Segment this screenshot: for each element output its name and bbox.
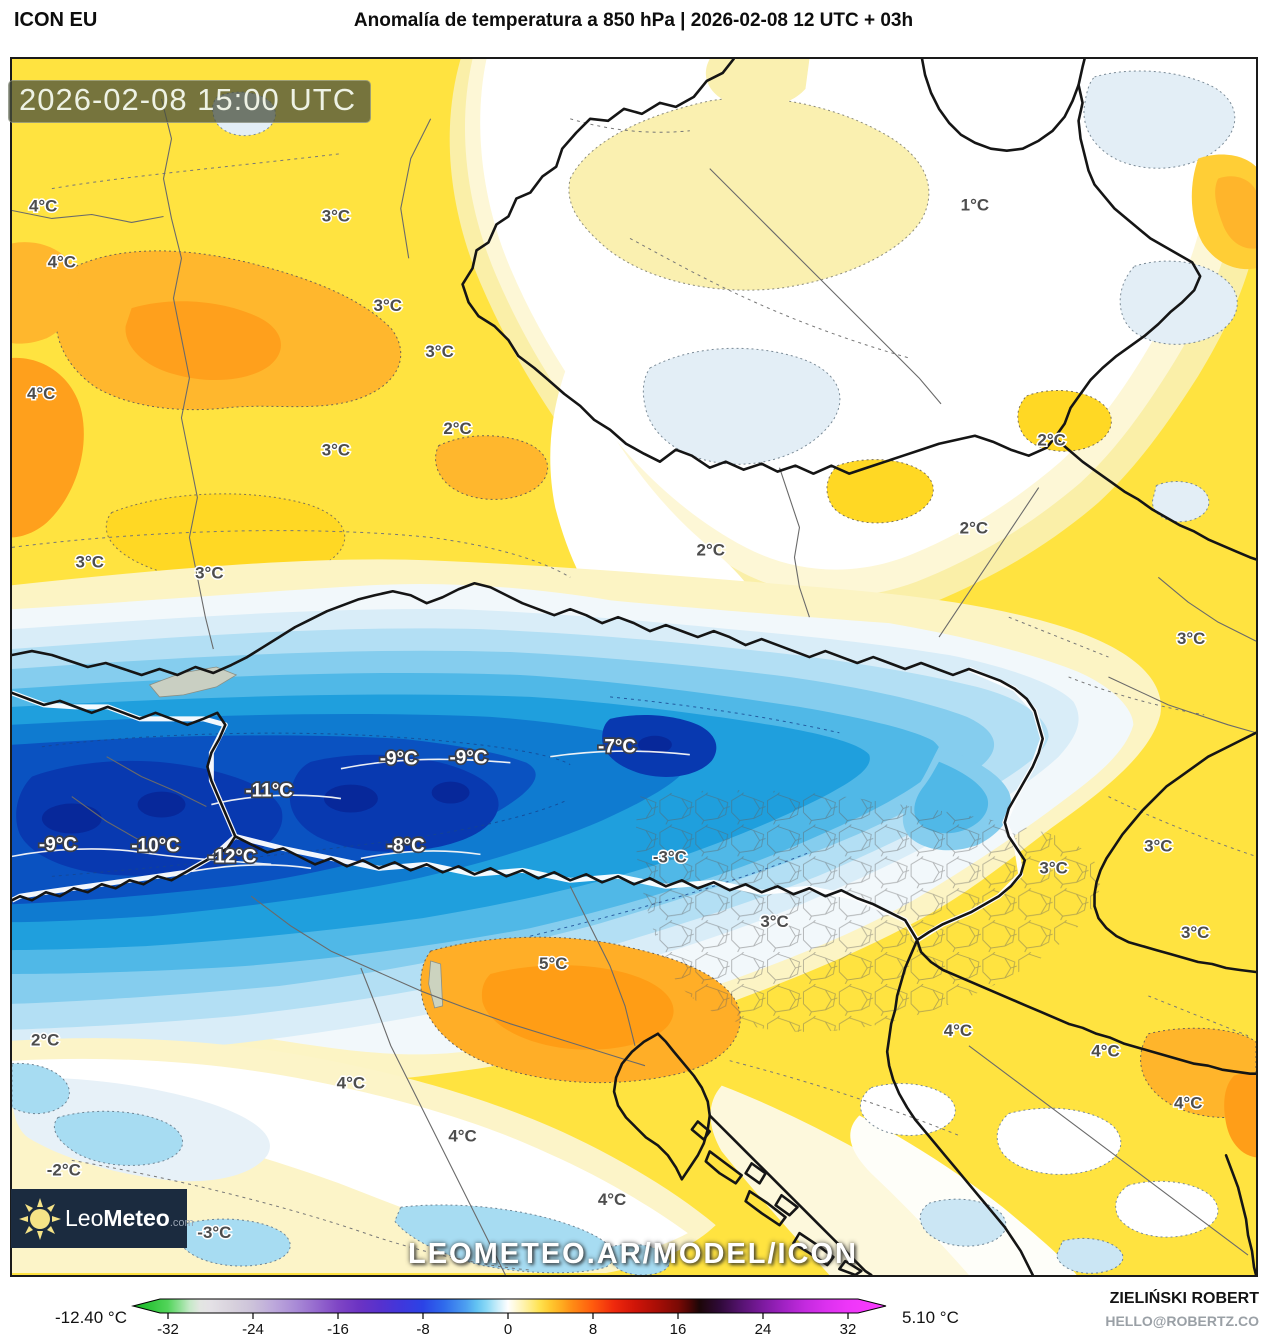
temperature-label: 3°C <box>1144 836 1172 855</box>
temperature-label: 2°C <box>1037 431 1065 450</box>
temperature-label: 2°C <box>443 419 471 438</box>
temperature-label: 2°C <box>697 540 725 559</box>
temperature-label: -9°C <box>450 748 488 769</box>
legend-tick-label: -16 <box>327 1321 349 1338</box>
legend-tick-label: -24 <box>242 1321 264 1338</box>
cold-contour-lines <box>12 750 690 873</box>
legend-tick-label: 24 <box>755 1321 772 1338</box>
temperature-label: 3°C <box>1177 629 1205 648</box>
temperature-label: -2°C <box>47 1160 81 1179</box>
municipality-mesh <box>635 790 1101 1032</box>
temperature-label: 3°C <box>425 342 453 361</box>
temperature-label: -7°C <box>598 737 636 758</box>
temperature-label: 1°C <box>961 196 989 215</box>
legend-max-value: 5.10 °C <box>902 1308 959 1327</box>
site-watermark: LEOMETEO.AR/MODEL/ICON <box>408 1238 858 1270</box>
legend-ticks: -32 -24 -16 -8 0 8 16 24 32 <box>157 1313 856 1338</box>
temperature-label: 4°C <box>29 196 57 215</box>
lakes <box>148 666 444 1009</box>
temperature-label: -11°C <box>245 781 293 802</box>
temperature-label: 3°C <box>760 912 788 931</box>
temperature-label: 2°C <box>31 1031 59 1050</box>
temperature-label: 4°C <box>944 1021 972 1040</box>
country-borders <box>12 59 1256 1275</box>
temperature-label: 3°C <box>322 441 350 460</box>
temperature-label: 4°C <box>1091 1042 1119 1061</box>
temperature-label: -3°C <box>197 1223 231 1242</box>
region-borders <box>12 98 1256 1275</box>
map-temperature-labels: 4°C 3°C 4°C 3°C 3°C 4°C 2°C 3°C 1°C 2°C 3°C 3°C 2°C 2… <box>25 194 1210 1244</box>
warm-anomaly-patches <box>12 242 549 538</box>
logo-text-light: Leo <box>65 1205 104 1231</box>
temperature-label: 3°C <box>1039 858 1067 877</box>
temperature-label: 4°C <box>48 252 76 271</box>
model-name: ICON EU <box>14 9 98 31</box>
timestamp-overlay: 2026-02-08 15:00 UTC <box>8 80 372 123</box>
temperature-label: 3°C <box>1181 923 1209 942</box>
temperature-label: 4°C <box>1174 1094 1202 1113</box>
legend-colorbar: -32 -24 -16 -8 0 8 16 24 32 <box>131 1298 887 1338</box>
temperature-label: 3°C <box>374 296 402 315</box>
legend-tick-label: 0 <box>504 1321 512 1338</box>
legend-tick-label: 32 <box>840 1321 857 1338</box>
sun-icon <box>19 1197 61 1240</box>
map-canvas: 4°C 3°C 4°C 3°C 3°C 4°C 2°C 3°C 1°C 2°C 3°C 3°C 2°C 2… <box>12 59 1256 1275</box>
contact-credit: HELLO@ROBERTZ.CO <box>1105 1313 1259 1329</box>
dotted-contours <box>12 118 1256 1271</box>
temperature-label: 3°C <box>195 563 223 582</box>
temperature-label: -9°C <box>380 749 418 770</box>
temperature-label: -3°C <box>653 847 687 866</box>
cold-anomaly-band <box>12 559 1161 1096</box>
temperature-label: -9°C <box>39 834 77 855</box>
logo-text-tld: .com <box>169 1217 194 1229</box>
east-warm-patches <box>1140 154 1256 1158</box>
weather-map: 4°C 3°C 4°C 3°C 3°C 4°C 2°C 3°C 1°C 2°C 3°C 3°C 2°C 2… <box>10 57 1258 1277</box>
temperature-label: 3°C <box>322 206 350 225</box>
author-credit: ZIELIŃSKI ROBERT <box>1109 1290 1259 1307</box>
temperature-label: 4°C <box>448 1126 476 1145</box>
temperature-label: 2°C <box>960 518 988 537</box>
temperature-label: 4°C <box>598 1190 626 1209</box>
legend-min-value: -12.40 °C <box>55 1308 128 1327</box>
leometeo-logo: LeoMeteo.com <box>11 1189 194 1248</box>
logo-text-bold: Meteo <box>103 1205 170 1231</box>
temperature-label: 3°C <box>76 552 104 571</box>
temperature-label: -10°C <box>131 835 180 856</box>
po-valley-warm <box>12 936 741 1275</box>
temperature-label: -8°C <box>387 835 425 856</box>
temperature-label: 4°C <box>27 384 55 403</box>
legend-tick-label: -8 <box>416 1321 429 1338</box>
temperature-label: 4°C <box>337 1074 365 1093</box>
logo-wordmark: LeoMeteo.com <box>65 1205 194 1232</box>
legend-tick-label: 16 <box>670 1321 687 1338</box>
czech-white-zone <box>212 59 1256 678</box>
temperature-label: 5°C <box>539 954 567 973</box>
legend-tick-label: -32 <box>157 1321 179 1338</box>
adriatic-coast-zone <box>710 1080 1255 1275</box>
legend-tick-label: 8 <box>589 1321 597 1338</box>
page-title: Anomalía de temperatura a 850 hPa | 2026… <box>353 10 914 31</box>
temperature-label: -12°C <box>208 846 257 867</box>
